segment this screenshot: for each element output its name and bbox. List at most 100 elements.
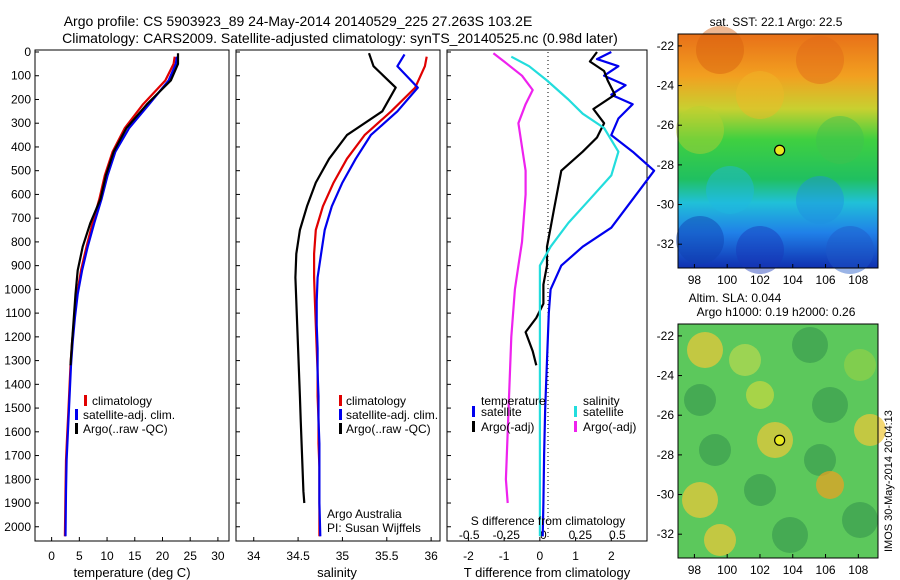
- sla-patch: [744, 474, 776, 506]
- sst-map-title: sat. SST: 22.1 Argo: 22.5: [710, 15, 843, 29]
- depth-tick-label: 1900: [4, 496, 31, 510]
- legend-swatch-satellite-adj: [339, 409, 342, 420]
- series-line-blue: [64, 56, 178, 537]
- temperature-series: [63, 53, 180, 537]
- map-lat-label: -24: [657, 369, 675, 383]
- depth-tick-label: 1400: [4, 377, 31, 391]
- series-line-black: [524, 51, 617, 366]
- x-tick-label: 15: [128, 549, 142, 563]
- legend-label-s-satellite: satellite: [583, 405, 624, 419]
- map-lat-label: -22: [657, 39, 675, 53]
- legend-label-climatology: climatology: [92, 394, 152, 408]
- sla-patch: [842, 502, 878, 538]
- map-lat-label: -24: [657, 79, 675, 93]
- depth-tick-label: 1200: [4, 330, 31, 344]
- depth-tick-label: 500: [11, 164, 31, 178]
- map-lat-label: -32: [657, 237, 675, 251]
- legend-title-salinity: salinity: [583, 394, 620, 408]
- sst-patch: [676, 106, 724, 154]
- series-line-blue: [315, 53, 419, 537]
- map-lon-label: 108: [848, 273, 868, 287]
- x-tick-label: 10: [100, 549, 114, 563]
- legend-label-t-argo: Argo(-adj): [481, 420, 534, 434]
- difference-x-ticks: -2 -1 0 1 2-0.5 -0.25 0 0.25 0.5: [459, 528, 626, 563]
- temperature-x-ticks: 0 5 10 15 20 25 30: [48, 537, 225, 563]
- sst-patch: [706, 166, 754, 214]
- salinity-axes-frame: [235, 49, 441, 542]
- sla-patch: [729, 344, 761, 376]
- series-line-red: [63, 56, 176, 537]
- x-tick-label: 5: [76, 549, 83, 563]
- sla-map-frame: [677, 323, 879, 559]
- map-lon-label: 104: [783, 563, 803, 577]
- imos-timestamp: IMOS 30-May-2014 20:04:13: [883, 410, 895, 552]
- depth-tick-label: 2000: [4, 520, 31, 534]
- sla-patch: [772, 517, 808, 553]
- series-line-red: [313, 56, 428, 537]
- map-lon-label: 102: [750, 563, 770, 577]
- map-lat-label: -26: [657, 118, 675, 132]
- series-line-cyan: [510, 55, 620, 537]
- depth-tick-labels: 0 100 200 300 400 500 600 700 800 900 1000 1100 1200…: [4, 45, 451, 534]
- sst-patch: [816, 116, 864, 164]
- legend-title-temperature: temperature: [481, 394, 546, 408]
- sla-patch: [812, 387, 848, 423]
- temperature-panel: 0100200300400500600700800900100011001200…: [4, 45, 451, 580]
- depth-tick-label: 800: [11, 235, 31, 249]
- sla-patch: [844, 349, 876, 381]
- legend-label-t-satellite: satellite: [481, 405, 522, 419]
- depth-tick-label: 700: [11, 211, 31, 225]
- sla-patch: [816, 471, 844, 499]
- difference-top-xlabel: S difference from climatology: [471, 514, 626, 528]
- map-lat-label: -28: [657, 158, 675, 172]
- sst-patch: [826, 226, 874, 274]
- map-lat-label: -28: [657, 448, 675, 462]
- x-tick-label: 36: [424, 549, 438, 563]
- sla-patch: [746, 381, 774, 409]
- sst-patch: [736, 226, 784, 274]
- series-line-magenta: [492, 52, 534, 504]
- map-lon-label: 106: [816, 563, 836, 577]
- argo-location-marker: [774, 434, 786, 446]
- sla-patch: [792, 327, 828, 363]
- sst-patch: [676, 216, 724, 264]
- sst-patch: [796, 36, 844, 84]
- salinity-panel: 34 34.5 35 35.5 36 salinity climatology sate…: [235, 49, 441, 580]
- difference-xlabel: T difference from climatology: [464, 565, 631, 580]
- difference-panel: -2 -1 0 1 2-0.5 -0.25 0 0.25 0.5 T difference fr…: [446, 49, 656, 580]
- difference-axes-frame: [446, 49, 648, 542]
- x-tick-label: 20: [156, 549, 170, 563]
- map-lon-label: 98: [688, 273, 702, 287]
- legend-swatch-s-argo: [574, 421, 577, 432]
- sla-patch: [704, 524, 736, 556]
- x-tick-label: -2: [463, 549, 474, 563]
- legend-label-s-argo: Argo(-adj): [583, 420, 636, 434]
- depth-tick-label: 600: [11, 187, 31, 201]
- map-lon-label: 108: [848, 563, 868, 577]
- depth-tick-label: 1800: [4, 472, 31, 486]
- depth-tick-label: 1100: [5, 306, 31, 320]
- legend-swatch-t-satellite: [472, 406, 475, 417]
- sst-map-panel: sat. SST: 22.1 Argo: 22.5 98 100 102 104 106…: [657, 15, 879, 287]
- depth-tick-label: 0: [24, 45, 31, 59]
- x-tick-label: 35: [336, 549, 350, 563]
- pi-label: PI: Susan Wijffels: [327, 521, 421, 535]
- legend-swatch-s-satellite: [574, 406, 577, 417]
- map-lon-label: 98: [688, 563, 702, 577]
- map-lat-label: -30: [657, 488, 675, 502]
- sla-patch: [684, 384, 716, 416]
- temperature-axes-frame: [34, 49, 230, 542]
- legend-swatch-climatology: [84, 395, 87, 406]
- depth-tick-label: 1500: [4, 401, 31, 415]
- x-tick-label: 2: [608, 549, 615, 563]
- map-lat-label: -30: [657, 198, 675, 212]
- series-line-black: [294, 52, 397, 504]
- map-lon-label: 100: [717, 273, 737, 287]
- sst-map-ticks: 98 100 102 104 106 108 -22 -24 -26 -28 -30 -32: [657, 39, 869, 287]
- x-tick-label: 34.5: [286, 549, 310, 563]
- x-tick-label: 30: [211, 549, 225, 563]
- map-lon-label: 102: [750, 273, 770, 287]
- legend-swatch-satellite-adj: [75, 409, 78, 420]
- sst-patch: [696, 26, 744, 74]
